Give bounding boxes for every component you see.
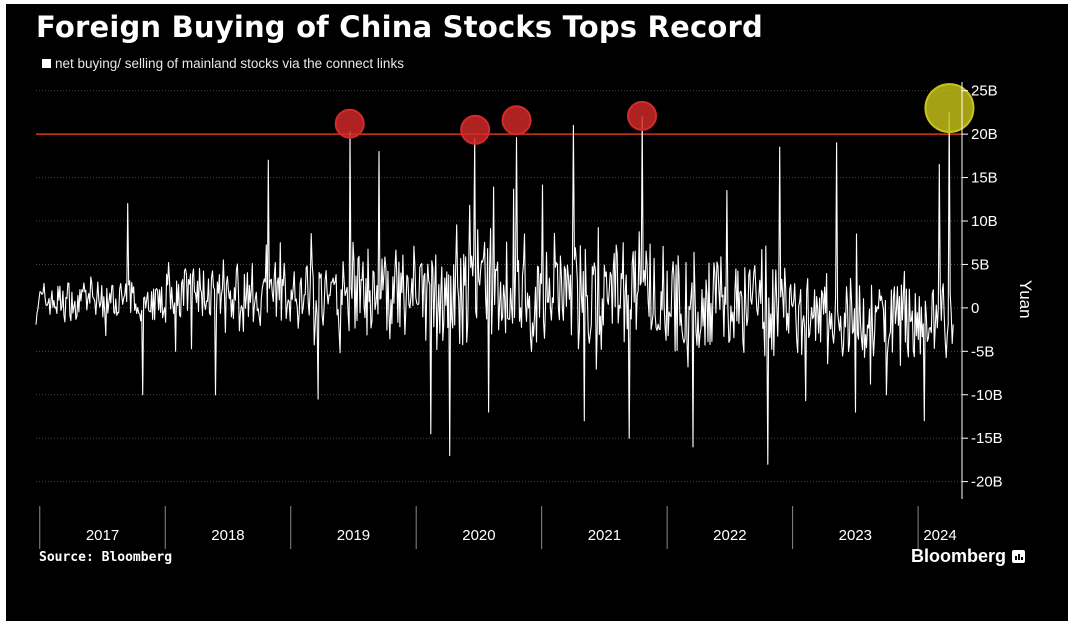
- x-tick-label: 2019: [337, 527, 370, 544]
- series-layer: [35, 111, 954, 465]
- brand-name: Bloomberg: [911, 546, 1007, 566]
- brand-logo: Bloomberg: [911, 546, 1026, 567]
- highlight-marker: [924, 83, 975, 134]
- y-tick-label: 15B: [971, 170, 998, 187]
- highlight-marker: [627, 100, 658, 131]
- series-line: [35, 111, 954, 465]
- y-tick-label: -15B: [971, 430, 1003, 447]
- x-tick-label: 2022: [713, 527, 746, 544]
- grid-layer: [36, 90, 962, 483]
- bloomberg-terminal-icon: [1012, 550, 1026, 563]
- x-tick-label: 2023: [839, 527, 872, 544]
- x-tick-label: 2017: [86, 527, 119, 544]
- y-tick-label: 10B: [971, 213, 998, 230]
- y-tick-label: -20B: [971, 474, 1003, 491]
- y-tick-label: -5B: [971, 343, 994, 360]
- legend-label: net buying/ selling of mainland stocks v…: [55, 56, 404, 71]
- y-axis-label: Yuan: [1016, 280, 1035, 319]
- y-tick-label: -10B: [971, 387, 1003, 404]
- x-tick-label: 2021: [588, 527, 621, 544]
- y-tick-label: 5B: [971, 256, 989, 273]
- x-tick-label: 2020: [462, 527, 495, 544]
- chart-frame: Foreign Buying of China Stocks Tops Reco…: [6, 4, 1068, 621]
- chart-plot: 25B 20B 15B 10B 5B 0 -5B -10B -15B -20B Yuan 2017 20…: [35, 82, 1035, 549]
- highlight-marker: [501, 105, 532, 136]
- y-tick-label: 0: [971, 300, 979, 317]
- legend: net buying/ selling of mainland stocks v…: [42, 56, 404, 71]
- highlight-marker: [460, 114, 491, 145]
- y-tick-label: 20B: [971, 126, 998, 143]
- chart-title: Foreign Buying of China Stocks Tops Reco…: [36, 10, 763, 44]
- highlight-marker: [334, 108, 365, 139]
- legend-swatch: [42, 59, 51, 68]
- axis-layer: 25B 20B 15B 10B 5B 0 -5B -10B -15B -20B Yuan 2017 20…: [39, 82, 1035, 549]
- x-tick-label: 2018: [211, 527, 244, 544]
- source-note: Source: Bloomberg: [39, 550, 173, 565]
- highlight-layer: [334, 83, 975, 145]
- x-tick-label: 2024: [923, 527, 956, 544]
- y-tick-label: 25B: [971, 83, 998, 100]
